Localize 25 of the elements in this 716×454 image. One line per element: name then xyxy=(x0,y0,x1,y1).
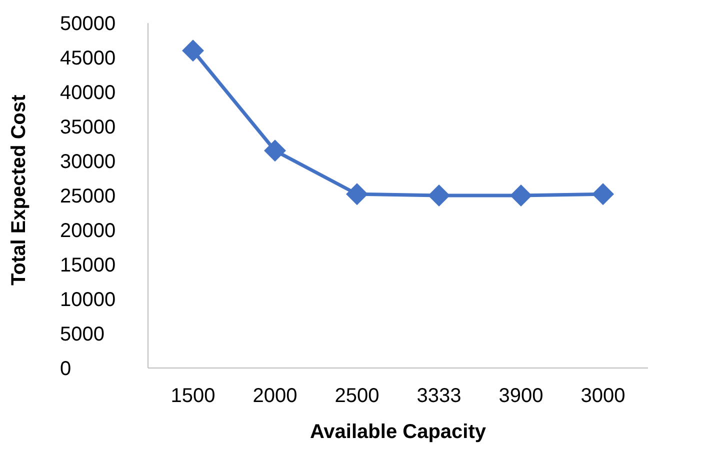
point xyxy=(510,184,532,206)
y-tick-label: 10000 xyxy=(60,289,116,312)
x-tick-label: 1500 xyxy=(170,385,216,408)
y-tick-label: 30000 xyxy=(60,151,116,174)
x-tick-label: 3900 xyxy=(498,385,544,408)
y-tick-label: 50000 xyxy=(60,13,116,36)
point xyxy=(346,183,368,206)
y-tick-label: 45000 xyxy=(60,48,116,70)
x-tick-label: 3000 xyxy=(580,385,626,408)
y-tick-label: 15000 xyxy=(60,254,116,277)
point xyxy=(182,40,204,62)
y-tick-label: 35000 xyxy=(60,116,116,139)
y-tick-label: 40000 xyxy=(60,82,116,104)
x-tick-label: 3333 xyxy=(416,385,462,408)
y-tick-label: 0 xyxy=(60,358,72,380)
point xyxy=(592,183,614,206)
y-axis-title: Total Expected Cost xyxy=(8,94,30,286)
y-tick-label: 5000 xyxy=(60,324,104,346)
x-axis-title: Available Capacity xyxy=(310,421,487,443)
x-tick-label: 2500 xyxy=(334,385,380,408)
y-tick-label: 20000 xyxy=(60,220,116,242)
y-tick-label: 25000 xyxy=(60,186,116,208)
point xyxy=(264,140,286,162)
x-tick-label: 2000 xyxy=(252,385,298,408)
point xyxy=(428,184,450,206)
